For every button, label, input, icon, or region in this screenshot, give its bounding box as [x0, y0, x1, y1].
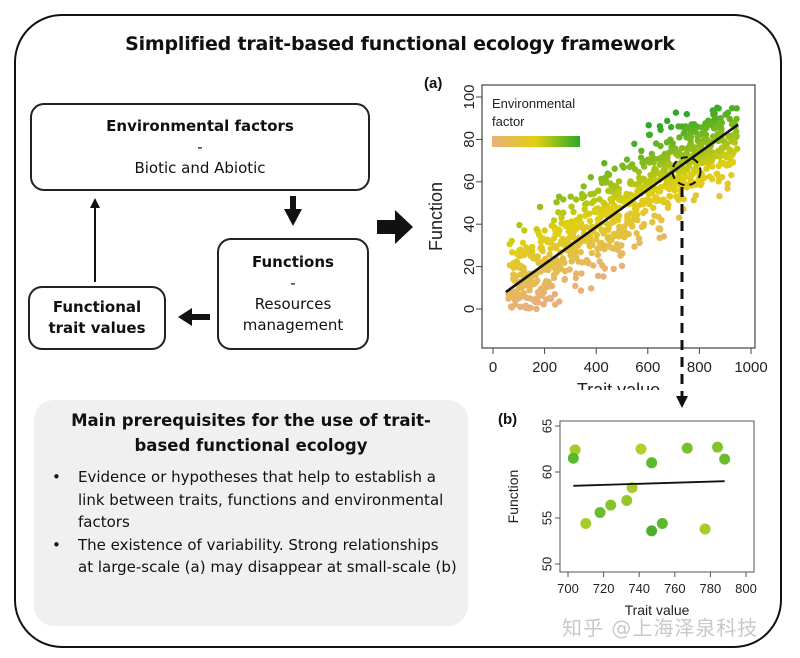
bullet-icon: •	[52, 535, 61, 554]
x-axis-label: Trait value	[577, 380, 660, 390]
functions-sub-2: management	[242, 316, 344, 334]
arrow-right-icon	[377, 210, 413, 244]
y-tick-label: 100	[461, 84, 478, 109]
y-tick-label: 65	[539, 419, 554, 433]
x-tick-label: 760	[664, 581, 686, 596]
prerequisite-text: Evidence or hypotheses that help to esta…	[78, 468, 444, 531]
env-sub: Biotic and Abiotic	[134, 158, 266, 177]
environmental-factors-box: Environmental factors - Biotic and Abiot…	[30, 103, 370, 191]
highlight-circle	[671, 156, 702, 187]
x-tick-label: 720	[593, 581, 615, 596]
x-tick-label: 400	[584, 359, 609, 376]
legend-color-bar	[492, 136, 580, 147]
legend-title: factor	[492, 114, 525, 129]
x-axis-label: Trait value	[625, 602, 690, 618]
plot-frame	[559, 420, 755, 573]
arrow-up-icon	[90, 198, 100, 282]
prerequisite-text: The existence of variability. Strong rel…	[78, 535, 457, 577]
outer-frame	[14, 14, 782, 648]
y-tick-label: 50	[539, 557, 554, 571]
bullet-icon: •	[52, 468, 61, 486]
x-tick-label: 1000	[734, 359, 767, 376]
arrow-left-icon	[178, 308, 210, 326]
y-tick-label: 0	[461, 305, 478, 313]
x-tick-label: 800	[687, 359, 712, 376]
panel-label: (b)	[498, 411, 517, 428]
y-tick-label: 20	[461, 258, 478, 275]
prerequisites-heading: Main prerequisites for the use of trait-…	[71, 411, 431, 455]
trend-line	[573, 480, 725, 487]
y-tick-label: 55	[539, 511, 554, 525]
x-tick-label: 740	[628, 581, 650, 596]
watermark: 知乎 @上海泽泉科技	[562, 616, 759, 640]
x-tick-label: 200	[532, 359, 557, 376]
legend-title: Environmental	[492, 96, 575, 111]
scatter-plot-b: (b) 700 720 740 760 780 800 50 55 60 65 Trait value…	[498, 411, 757, 618]
prerequisites-list: • Evidence or hypotheses that help to est…	[34, 466, 468, 579]
prerequisites-panel: Main prerequisites for the use of trait-…	[34, 400, 468, 626]
env-heading: Environmental factors	[106, 116, 294, 135]
page-title: Simplified trait-based functional ecolog…	[125, 33, 675, 55]
functions-separator: -	[290, 274, 296, 292]
prerequisite-item: • Evidence or hypotheses that help to est…	[52, 466, 458, 534]
y-tick-label: 40	[461, 216, 478, 233]
x-tick-label: 700	[557, 581, 579, 596]
functional-trait-values-box: Functional trait values	[28, 286, 166, 350]
y-axis-label: Function	[426, 182, 446, 251]
x-tick-label: 780	[700, 581, 722, 596]
functions-sub-1: Resources	[254, 295, 332, 313]
functions-box: Functions - Resources management	[217, 238, 369, 350]
y-tick-label: 60	[461, 173, 478, 190]
x-tick-label: 0	[489, 359, 497, 376]
trait-line-2: trait values	[48, 319, 146, 337]
x-tick-label: 600	[635, 359, 660, 376]
plot-frame	[481, 84, 756, 349]
trait-line-1: Functional	[52, 298, 142, 316]
data-points	[505, 104, 741, 313]
env-separator: -	[197, 137, 203, 156]
prerequisite-item: • The existence of variability. Strong re…	[52, 534, 458, 579]
arrow-down-icon	[284, 196, 302, 226]
trend-line	[505, 123, 739, 294]
data-points	[567, 441, 731, 537]
y-tick-label: 60	[539, 465, 554, 479]
x-tick-label: 800	[735, 581, 757, 596]
panel-label: (a)	[424, 75, 442, 92]
scatter-plot-a: (a) 0 200 400 600 800 1000 0 20 40 60 80 100 Trait va…	[424, 75, 768, 390]
y-tick-label: 80	[461, 131, 478, 148]
y-axis-label: Function	[505, 470, 521, 524]
functions-heading: Functions	[252, 253, 334, 271]
